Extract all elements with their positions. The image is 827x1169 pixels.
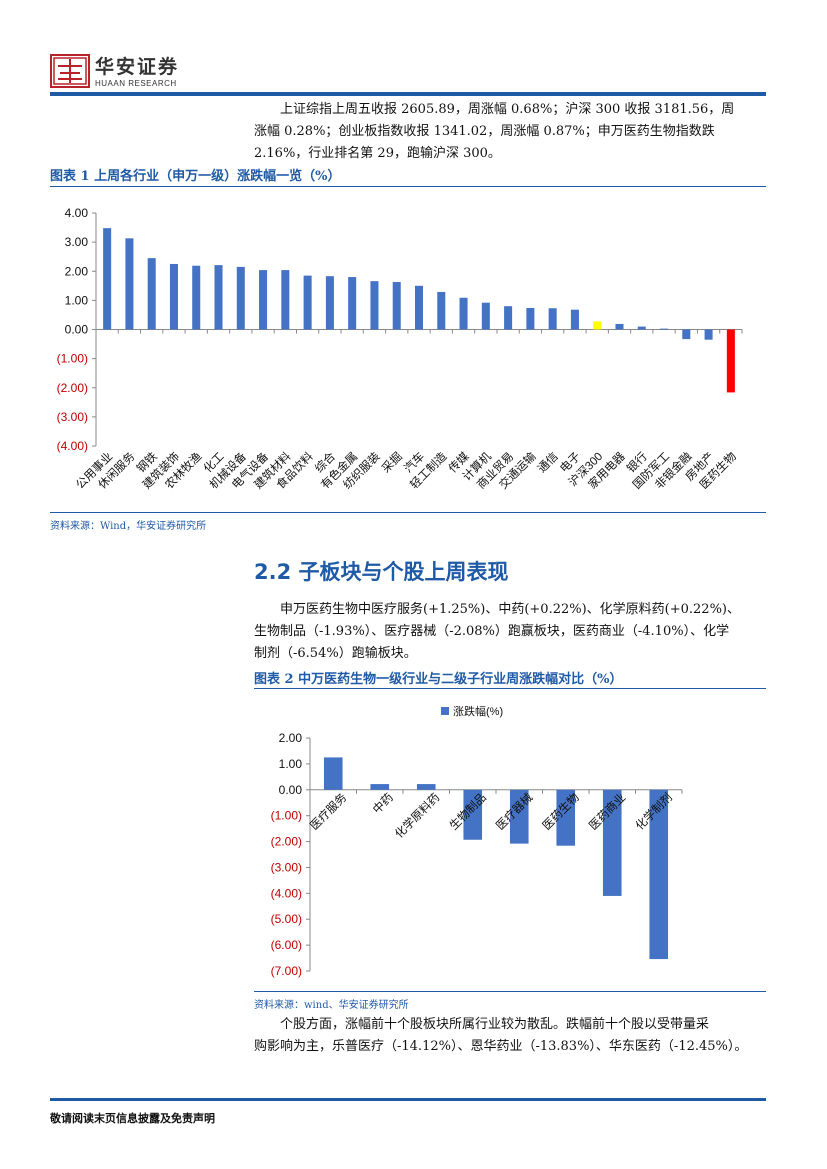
y-tick-label: 1.00 xyxy=(279,757,303,771)
bar xyxy=(548,308,557,330)
y-tick-label: (2.00) xyxy=(271,835,302,849)
bar xyxy=(325,276,334,330)
bar xyxy=(570,309,579,330)
footer-disclaimer: 敬请阅读末页信息披露及免责声明 xyxy=(50,1112,215,1125)
bar xyxy=(556,789,576,846)
figure2-title: 图表 2 中万医药生物一级行业与二级子行业周涨跌幅对比（%） xyxy=(254,672,623,687)
figure1-bottom-rule xyxy=(50,512,766,513)
bar xyxy=(615,323,624,330)
x-category-label: 中药 xyxy=(370,791,395,816)
figure2-title-rule xyxy=(254,688,766,689)
y-tick-label: (2.00) xyxy=(57,381,88,395)
bar xyxy=(602,789,622,896)
brand-name-en: HUAAN RESEARCH xyxy=(95,79,177,88)
bar xyxy=(463,789,483,840)
y-tick-label: 2.00 xyxy=(65,264,89,278)
bar xyxy=(526,307,535,330)
legend-label: 涨跌幅(%) xyxy=(453,704,503,718)
bar xyxy=(459,297,468,330)
para3-line-2: 购影响为主，乐普医疗（-14.12%）、恩华药业（-13.83%）、华东医药（-… xyxy=(254,1039,748,1054)
x-category-label: 通信 xyxy=(535,450,560,475)
bar xyxy=(416,784,436,790)
x-category-label: 医疗服务 xyxy=(307,790,350,833)
brand-name: 华安证券 xyxy=(95,56,180,78)
header-rule xyxy=(50,92,766,96)
bar xyxy=(192,265,201,330)
para2-line-1: 申万医药生物中医疗服务(+1.25%)、中药(+0.22%)、化学原料药(+0.… xyxy=(280,602,741,617)
stocks-paragraph: 个股方面，涨幅前十个股板块所属行业较为散乱。跌幅前十个股以受带量采 购影响为主，… xyxy=(254,1014,768,1058)
figure2-chart: 涨跌幅(%) 2.00 1.00 0.00 (1.00) (2.00) (3.00) (4.0… xyxy=(271,704,683,978)
y-tick-label: (3.00) xyxy=(271,860,302,874)
y-tick-label: 0.00 xyxy=(65,323,89,337)
para2-line-3: 制剂（-6.54%）跑输板块。 xyxy=(254,646,417,661)
x-category-label: 化学原料药 xyxy=(392,790,443,841)
y-tick-label: (4.00) xyxy=(57,439,88,453)
y-tick-label: (3.00) xyxy=(57,410,88,424)
y-tick-label: (7.00) xyxy=(271,964,302,978)
y-tick-label: 4.00 xyxy=(65,206,89,220)
bar xyxy=(348,277,357,330)
bar xyxy=(259,270,268,330)
intro-line-2: 涨幅 0.28%；创业板指数收报 1341.02，周涨幅 0.87%；申万医药生… xyxy=(254,124,715,139)
bar xyxy=(323,757,343,790)
y-tick-label: 1.00 xyxy=(65,293,89,307)
y-tick-label: 3.00 xyxy=(65,235,89,249)
bar xyxy=(281,270,290,330)
figure1-chart: 4.00 3.00 2.00 1.00 0.00 (1.00) (2.00) (3.00) (4… xyxy=(57,206,743,492)
y-tick-label: (1.00) xyxy=(271,809,302,823)
bar xyxy=(481,302,490,330)
bar xyxy=(682,329,691,340)
figure1-source: 资料来源：Wind，华安证券研究所 xyxy=(50,521,207,532)
bar xyxy=(147,258,156,330)
y-tick-label: 2.00 xyxy=(279,731,303,745)
intro-line-1: 上证综指上周五收报 2605.89，周涨幅 0.68%；沪深 300 收报 31… xyxy=(280,102,735,117)
intro-paragraph: 上证综指上周五收报 2605.89，周涨幅 0.68%；沪深 300 收报 31… xyxy=(254,99,768,165)
bar xyxy=(236,266,245,330)
footer-rule xyxy=(50,1098,766,1101)
y-tick-label: (5.00) xyxy=(271,912,302,926)
section-title: 2.2 子板块与个股上周表现 xyxy=(254,560,509,584)
figure2-bottom-rule xyxy=(254,991,766,992)
bar xyxy=(726,329,735,393)
bar xyxy=(704,329,713,340)
bar xyxy=(370,281,379,330)
para3-line-1: 个股方面，涨幅前十个股板块所属行业较为散乱。跌幅前十个股以受带量采 xyxy=(280,1017,710,1032)
bar xyxy=(214,265,223,330)
para2-line-2: 生物制品（-1.93%）、医疗器械（-2.08%）跑赢板块，医药商业（-4.10… xyxy=(254,624,730,639)
section-paragraph: 申万医药生物中医疗服务(+1.25%)、中药(+0.22%)、化学原料药(+0.… xyxy=(254,599,768,665)
intro-line-3: 2.16%，行业排名第 29，跑输沪深 300。 xyxy=(254,146,501,161)
figure1-title: 图表 1 上周各行业（申万一级）涨跌幅一览（%） xyxy=(50,169,341,184)
bar xyxy=(303,275,312,330)
figure2-source: 资料来源：wind、华安证券研究所 xyxy=(254,1000,409,1011)
bar xyxy=(437,291,446,330)
bar xyxy=(649,789,669,960)
bar xyxy=(103,228,112,330)
bar xyxy=(509,789,529,844)
legend-swatch xyxy=(441,707,449,715)
company-logo-icon xyxy=(50,54,90,88)
bar xyxy=(392,282,401,330)
bar xyxy=(125,238,134,330)
bar xyxy=(370,784,390,790)
bar xyxy=(637,326,646,330)
y-tick-label: (4.00) xyxy=(271,886,302,900)
bar xyxy=(169,263,178,330)
bar xyxy=(414,285,424,330)
bar xyxy=(504,306,513,330)
bar xyxy=(593,321,602,330)
y-tick-label: 0.00 xyxy=(279,783,303,797)
y-tick-label: (6.00) xyxy=(271,938,302,952)
x-category-label: 采掘 xyxy=(379,449,405,475)
bar xyxy=(660,328,669,330)
figure1-title-rule xyxy=(50,186,766,187)
y-tick-label: (1.00) xyxy=(57,352,88,366)
